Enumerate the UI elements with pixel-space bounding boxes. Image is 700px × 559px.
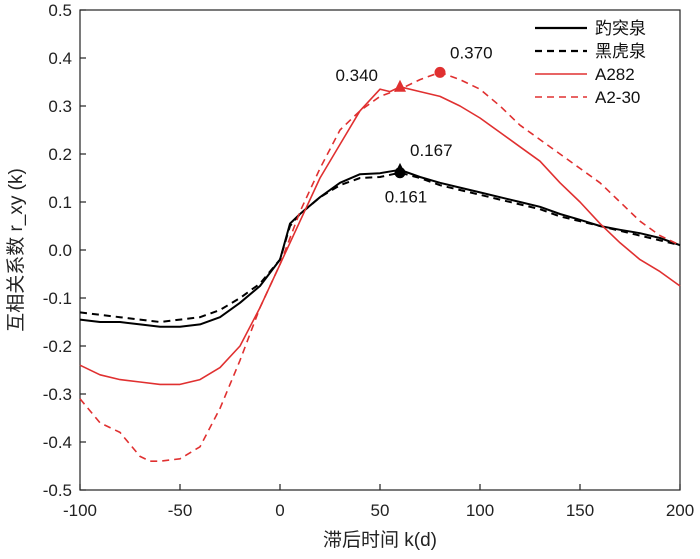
y-tick-label: 0.4: [48, 49, 72, 68]
y-tick-label: -0.2: [43, 337, 72, 356]
y-tick-label: -0.4: [43, 433, 72, 452]
y-axis-title: 互相关系数 r_xy (k): [5, 168, 27, 332]
y-tick-label: 0.1: [48, 193, 72, 212]
legend-label: 黑虎泉: [595, 42, 646, 61]
peak-value-label: 0.167: [410, 141, 453, 160]
series-line-A2-30: [79, 71, 681, 462]
legend-label: A282: [595, 65, 635, 84]
x-axis-title: 滞后时间 k(d): [323, 529, 437, 551]
x-tick-label: 50: [371, 501, 390, 520]
y-tick-label: -0.3: [43, 385, 72, 404]
peak-value-label: 0.340: [335, 66, 378, 85]
plot-frame: [79, 9, 681, 491]
y-tick-label: 0.0: [48, 241, 72, 260]
series-line-趵突泉: [79, 168, 681, 328]
legend-label: A2-30: [595, 88, 640, 107]
y-tick-label: -0.5: [43, 481, 72, 500]
axes: -100 -50 0 50 100 150 200 -0.5 -0.4 -0.3 -0.2 -0.1 0…: [5, 1, 694, 551]
x-tick-label: 150: [566, 501, 594, 520]
peak-marker-circle: [434, 66, 446, 78]
peak-marker-triangle: [394, 79, 406, 92]
x-tick-label: 100: [466, 501, 494, 520]
y-tick-label: 0.3: [48, 97, 72, 116]
x-tick-label: 200: [666, 501, 694, 520]
x-tick-label: 0: [275, 501, 284, 520]
y-tick-label: -0.1: [43, 289, 72, 308]
series-layer: [79, 71, 681, 462]
peak-annotations: 0.340 0.370 0.167 0.161: [335, 43, 492, 206]
series-line-黑虎泉: [79, 171, 681, 323]
y-tick-label: 0.2: [48, 145, 72, 164]
peak-marker-circle: [394, 167, 406, 179]
x-tick-label: -100: [63, 501, 97, 520]
legend-label: 趵突泉: [595, 19, 646, 38]
plot-border: [79, 9, 681, 491]
x-tick-label: -50: [168, 501, 193, 520]
series-line-A282: [79, 86, 681, 386]
y-tick-label: 0.5: [48, 1, 72, 20]
peak-value-label: 0.161: [385, 188, 428, 207]
peak-value-label: 0.370: [450, 43, 493, 62]
